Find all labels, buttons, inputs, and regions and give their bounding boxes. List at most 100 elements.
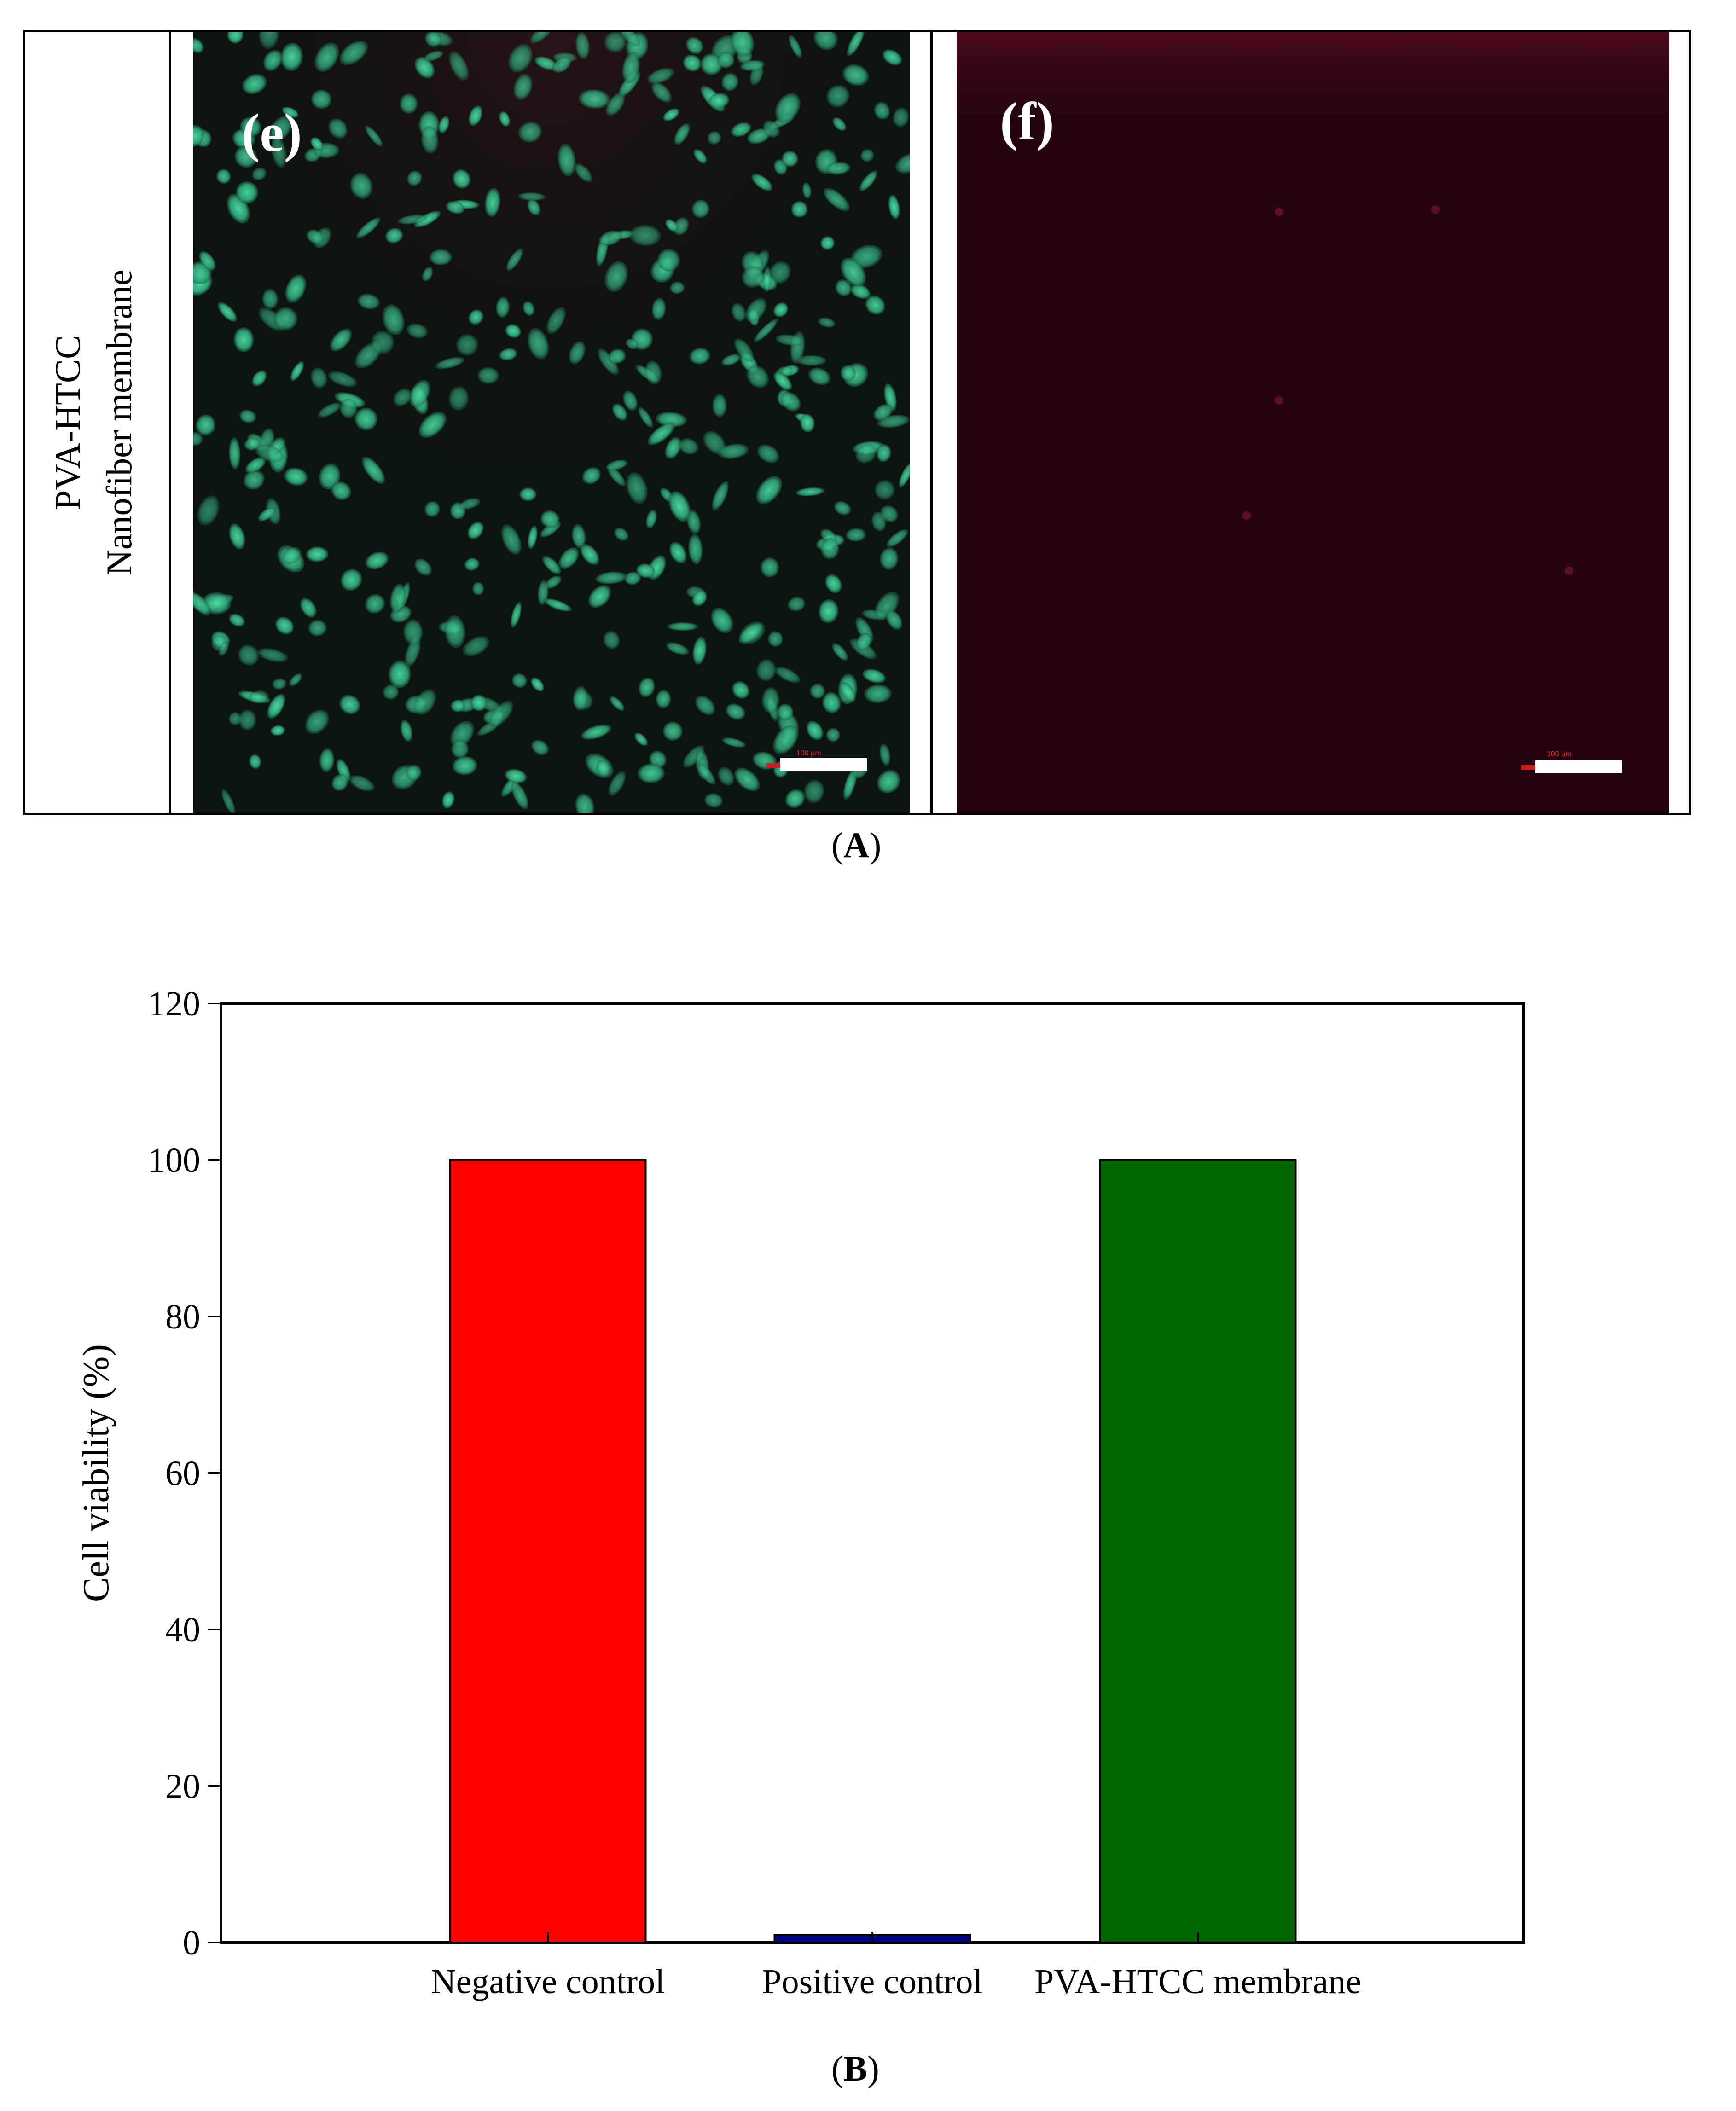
- live-cell: [424, 501, 440, 517]
- live-cell: [622, 52, 640, 83]
- live-cell: [596, 760, 610, 777]
- caption-b: (B): [831, 2048, 879, 2088]
- live-cell: [775, 334, 804, 346]
- live-cell: [834, 501, 851, 516]
- dead-cell: [1565, 567, 1573, 575]
- live-cell: [604, 261, 628, 292]
- live-cell: [626, 472, 648, 504]
- live-cell: [575, 32, 590, 59]
- live-cell: [832, 117, 847, 131]
- live-cell: [229, 523, 245, 550]
- live-cell: [686, 510, 701, 534]
- live-cell: [721, 73, 739, 91]
- live-cell: [666, 642, 689, 655]
- live-cell: [708, 93, 730, 109]
- live-cell: [821, 538, 840, 559]
- scale-bar-marker: [766, 763, 783, 768]
- live-cell: [542, 556, 561, 574]
- live-cell: [787, 597, 806, 612]
- dead-cell: [1275, 208, 1283, 216]
- live-cell: [646, 510, 657, 528]
- live-cell: [544, 598, 572, 612]
- live-cell: [389, 660, 411, 688]
- live-cell: [193, 432, 203, 446]
- live-cell: [272, 678, 287, 690]
- live-cell: [626, 338, 639, 350]
- live-cell: [574, 163, 592, 183]
- live-cell: [438, 116, 450, 133]
- live-cell: [239, 409, 256, 423]
- live-cell: [229, 613, 245, 627]
- live-cell: [435, 357, 464, 369]
- live-cell: [518, 122, 542, 143]
- live-cell: [886, 610, 903, 630]
- live-cell: [365, 125, 383, 147]
- live-cell: [310, 367, 327, 389]
- live-cell: [216, 168, 231, 184]
- live-cell: [813, 32, 838, 51]
- live-cell: [669, 542, 687, 563]
- live-cell: [300, 597, 317, 618]
- scale-bar-f: [1535, 760, 1622, 773]
- live-cell: [818, 317, 836, 328]
- live-cell: [221, 789, 236, 813]
- dead-cell-image: [957, 32, 1669, 813]
- live-cell-micrograph: [193, 32, 910, 813]
- x-tick-label: Positive control: [762, 1962, 982, 2001]
- live-cell: [340, 568, 362, 591]
- live-cell: [328, 371, 358, 387]
- y-tick-label: 20: [165, 1767, 200, 1806]
- live-cell: [865, 295, 885, 315]
- live-cell: [763, 120, 780, 138]
- live-cell: [511, 602, 522, 628]
- live-cell: [449, 51, 469, 81]
- live-cell: [409, 379, 430, 407]
- live-cell: [773, 371, 792, 390]
- live-cell: [826, 162, 851, 175]
- live-cell: [446, 201, 465, 214]
- live-cell: [763, 266, 772, 292]
- scale-bar-text-e: 100 μm: [796, 749, 821, 757]
- live-cell: [365, 551, 389, 570]
- live-cell: [683, 54, 702, 72]
- live-cell: [899, 462, 910, 488]
- live-cell: [414, 558, 432, 576]
- live-cell: [485, 188, 501, 217]
- live-cell: [331, 774, 348, 791]
- live-cell: [791, 201, 808, 218]
- live-cell: [788, 35, 802, 58]
- live-cell: [767, 631, 783, 647]
- live-cell: [647, 422, 675, 446]
- live-cell: [819, 599, 839, 623]
- live-cell: [496, 296, 510, 318]
- live-cell: [634, 732, 648, 746]
- live-cell: [311, 89, 332, 109]
- live-cell: [518, 192, 546, 201]
- live-cell: [689, 348, 710, 365]
- live-cell: [802, 182, 812, 199]
- live-cell: [218, 641, 229, 656]
- live-cell: [704, 793, 723, 808]
- live-cell: [470, 695, 487, 711]
- live-cell: [651, 81, 672, 103]
- live-cell: [523, 301, 535, 316]
- live-cell: [573, 686, 588, 711]
- live-cell: [629, 225, 661, 246]
- live-cell: [357, 293, 380, 310]
- live-cell: [414, 210, 441, 228]
- live-cell: [674, 123, 690, 145]
- live-cell: [668, 491, 691, 522]
- scale-bar-text-f: 100 μm: [1547, 750, 1572, 758]
- live-cell: [505, 769, 527, 783]
- live-cell: [822, 692, 841, 713]
- live-cell: [662, 721, 683, 741]
- live-cell: [306, 229, 324, 244]
- live-cell: [651, 298, 666, 320]
- live-cell: [639, 677, 655, 697]
- live-cell: [877, 770, 900, 794]
- live-cell: [513, 74, 533, 100]
- live-cell: [754, 319, 778, 342]
- live-cell: [400, 719, 413, 742]
- live-cell: [413, 689, 436, 715]
- live-cell: [638, 763, 665, 783]
